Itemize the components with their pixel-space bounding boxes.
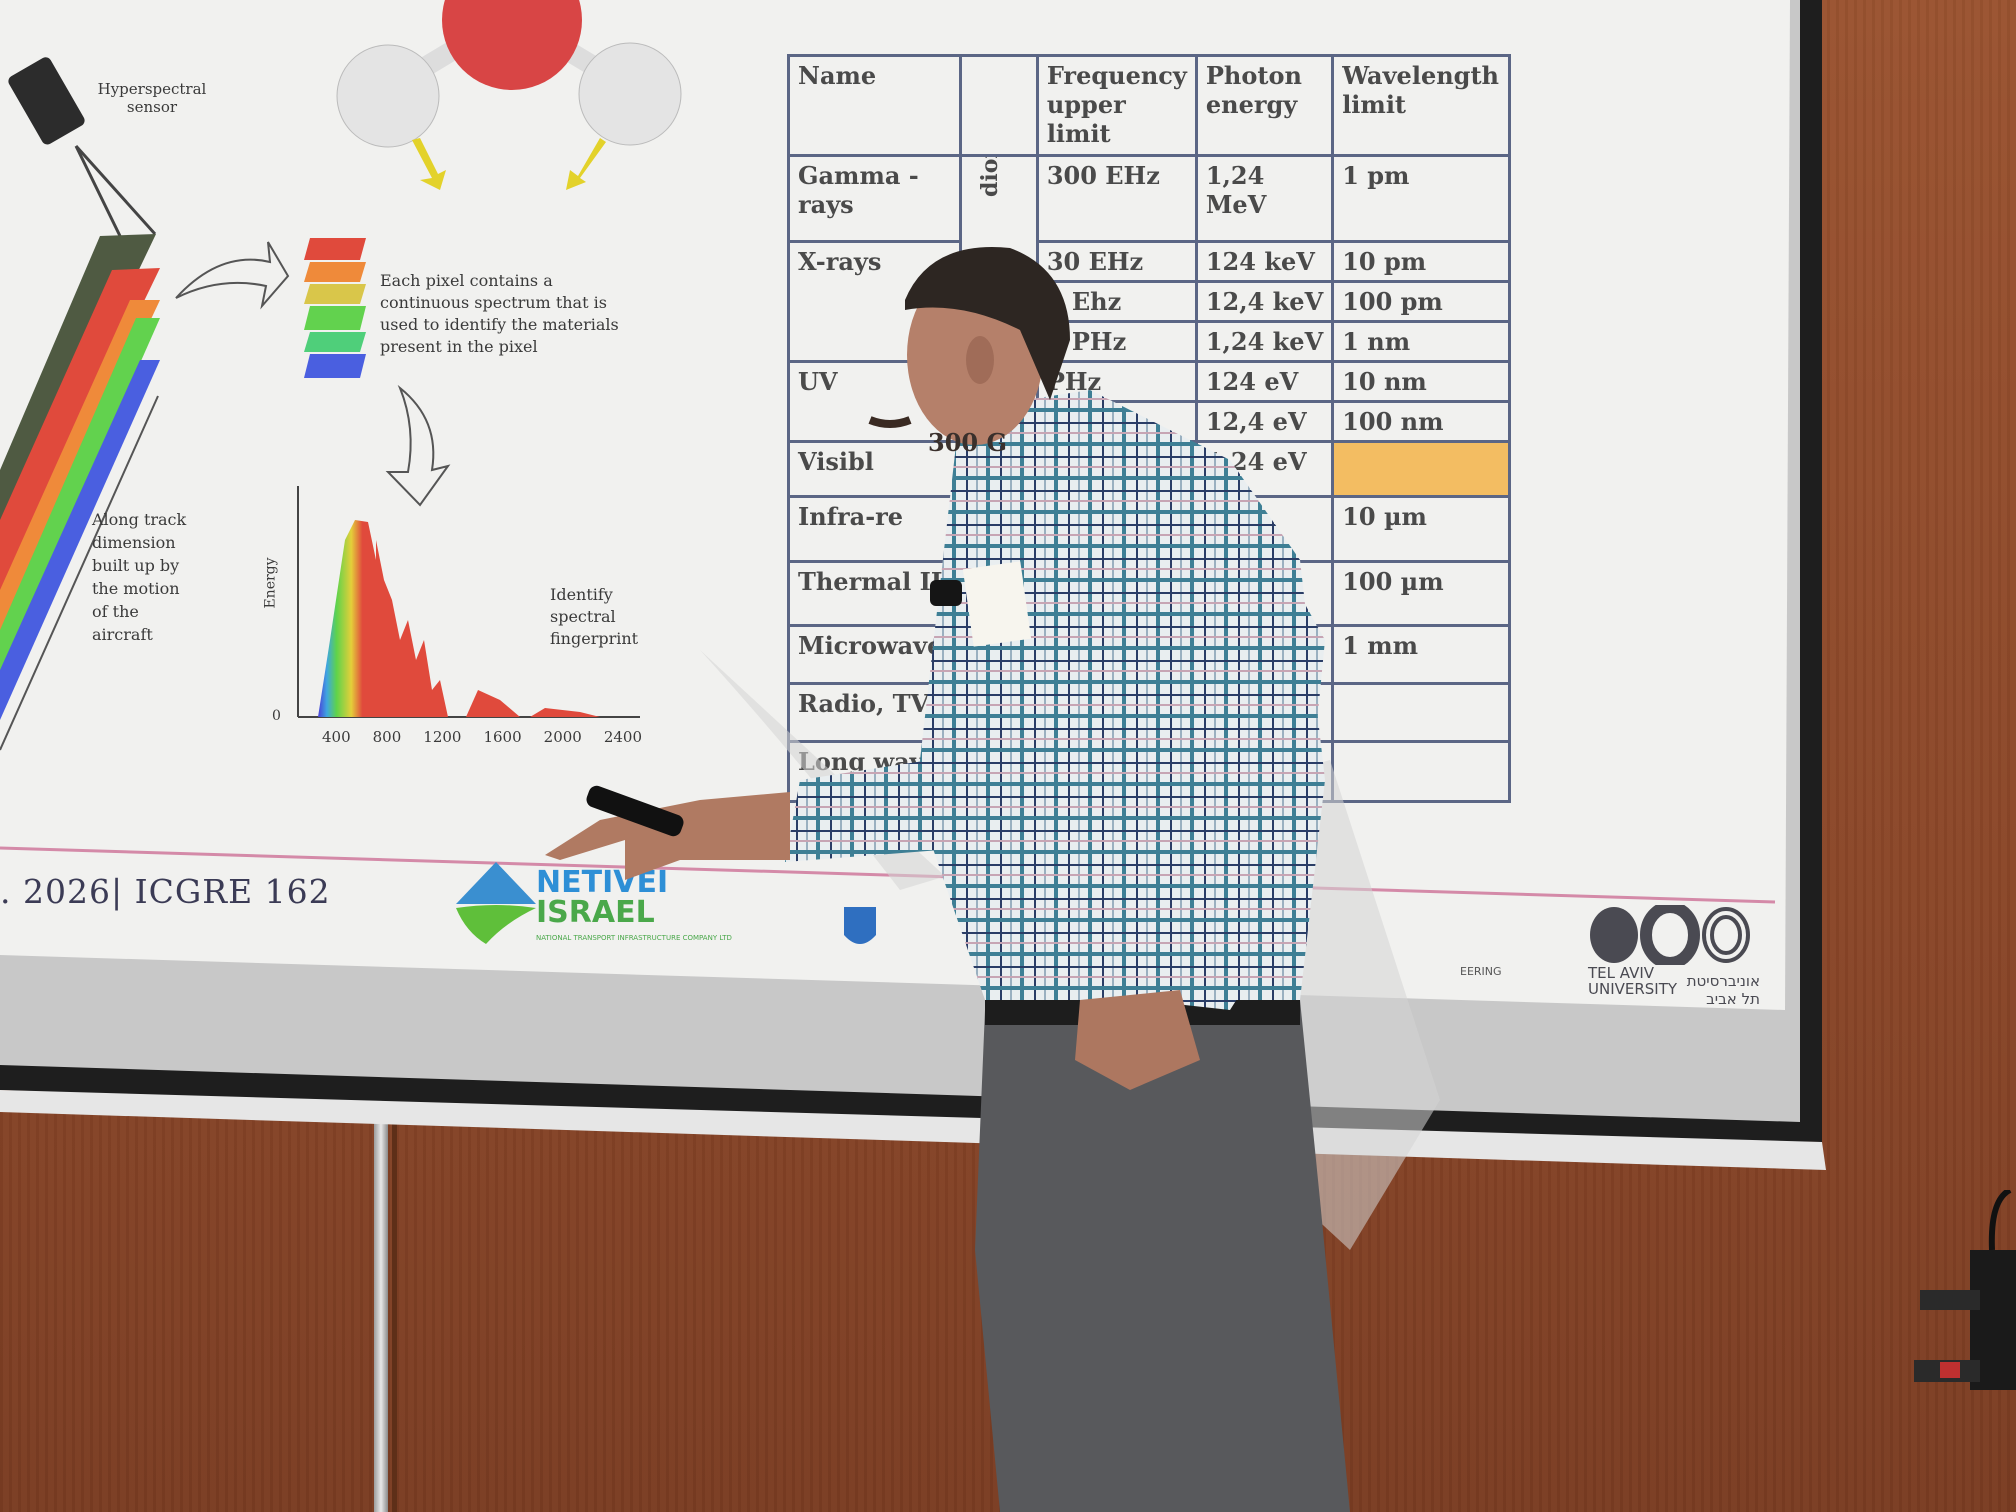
tau-english-name: TEL AVIV UNIVERSITY <box>1588 964 1678 998</box>
cell-energy: 12,4 keV <box>1194 280 1335 323</box>
cell-wavelength <box>1331 682 1512 743</box>
curved-arrow-icon <box>175 241 290 310</box>
cell-energy: 124 keV <box>1194 240 1335 283</box>
x-tick: 2000 <box>543 728 582 746</box>
header-name: Name <box>787 54 962 157</box>
engineering-label: EERING <box>1460 965 1502 978</box>
projected-frequency-on-face: 300 G <box>928 428 1007 457</box>
pixel-spectrum-stack-icon <box>304 238 366 378</box>
tel-aviv-university-logo-icon <box>1590 905 1750 965</box>
fingerprint-caption: Identify spectral fingerprint <box>550 585 639 648</box>
cell-name: Thermal IR <box>787 560 962 627</box>
cell-wavelength: 10 µm <box>1331 495 1512 563</box>
footer-date-conference: . 2026| ICGRE 162 <box>0 872 331 911</box>
pixel-caption: Each pixel contains a continuous spectru… <box>380 271 619 356</box>
spectrum-y-zero: 0 <box>272 708 281 724</box>
lavalier-microphone <box>930 580 962 606</box>
spectrum-nir-band <box>376 540 448 717</box>
header-photon-energy: Photon energy <box>1194 54 1335 157</box>
table-header-row: Name Frequency upper limit Photon energy… <box>787 54 1512 157</box>
cell-energy: 1,24 MeV <box>1194 154 1335 243</box>
table-row: X-rays 30 EHz 124 keV 10 pm <box>787 240 1512 363</box>
metal-pole <box>374 1110 388 1512</box>
header-wavelength: Wavelength limit <box>1331 54 1512 157</box>
shirt-sleeve-right <box>1140 470 1325 1010</box>
cell-energy: 1,24 keV <box>1194 320 1335 363</box>
cell-energy: 12,4 eV <box>1194 400 1335 443</box>
hand-in-pocket <box>1075 990 1200 1090</box>
camera-equipment <box>1914 1190 2016 1390</box>
cell-wavelength: 100 nm <box>1331 400 1512 443</box>
cell-name: Gamma - rays <box>787 154 962 243</box>
name-badge <box>962 561 1032 647</box>
presentation-clicker <box>586 785 684 837</box>
cell-name: Infra-re <box>787 495 962 563</box>
cell-frequency: 30 EHz <box>1035 240 1198 283</box>
netivei-subtitle: NATIONAL TRANSPORT INFRASTRUCTURE COMPAN… <box>536 934 732 942</box>
cell-wavelength: 100 µm <box>1331 560 1512 627</box>
track-caption: Along track dimension built up by the mo… <box>92 510 187 644</box>
cell-name: Microwave <box>787 624 962 685</box>
cell-wavelength <box>1331 740 1512 803</box>
cell-name: Visibl <box>787 440 962 498</box>
spectrum-chart <box>297 486 640 718</box>
trousers <box>975 1000 1350 1512</box>
spectrum-swir1-band <box>466 690 520 717</box>
pointing-hand <box>545 792 790 880</box>
cell-wavelength: 1 pm <box>1331 154 1512 243</box>
cell-wavelength: 1 mm <box>1331 624 1512 685</box>
ministry-emblem-icon <box>844 907 876 944</box>
down-arrow-icon <box>385 384 451 507</box>
cell-wavelength: 10 pm <box>1331 240 1512 283</box>
x-tick: 2400 <box>603 728 643 746</box>
spectrum-x-ticks: 400 800 1200 1600 2000 2400 <box>322 728 642 746</box>
spectral-cube-strip <box>0 234 160 751</box>
x-tick: 400 <box>322 728 351 746</box>
mustache <box>868 416 912 428</box>
tau-hebrew-name: אוניברסיטת תל אביב <box>1686 972 1760 1008</box>
cell-wavelength: 100 pm <box>1331 280 1512 323</box>
wall-panel-seam <box>392 1100 397 1512</box>
cell-energy: 124 eV <box>1194 360 1335 403</box>
x-tick: 1200 <box>423 728 462 746</box>
netivei-israel-logo-text: NETIVEI ISRAEL <box>536 865 669 930</box>
water-molecule-icon <box>336 0 682 190</box>
hair <box>905 247 1070 400</box>
footer-line <box>0 846 1776 904</box>
spectrum-swir2-band <box>530 708 600 717</box>
cell-wavelength: 1 nm <box>1331 320 1512 363</box>
table-row: 3 Ehz 12,4 keV 100 pm <box>789 280 1512 323</box>
cell-wavelength-highlighted <box>1331 440 1512 498</box>
header-blank <box>958 54 1039 157</box>
hyperspectral-sensor-icon <box>8 57 157 237</box>
netivei-israel-logo-icon <box>456 862 536 944</box>
sensor-label: Hyperspectral sensor <box>97 80 207 116</box>
hyperspectral-diagram <box>0 0 682 751</box>
cell-wavelength: 10 nm <box>1331 360 1512 403</box>
shirt-sleeve-pointing <box>785 760 940 862</box>
x-tick: 1600 <box>483 728 522 746</box>
spectrum-visible-peak <box>318 520 392 717</box>
ear <box>966 336 994 384</box>
cell-frequency: 300 EHz <box>1035 154 1198 243</box>
header-frequency: Frequency upper limit <box>1035 54 1198 157</box>
x-tick: 800 <box>372 728 402 746</box>
